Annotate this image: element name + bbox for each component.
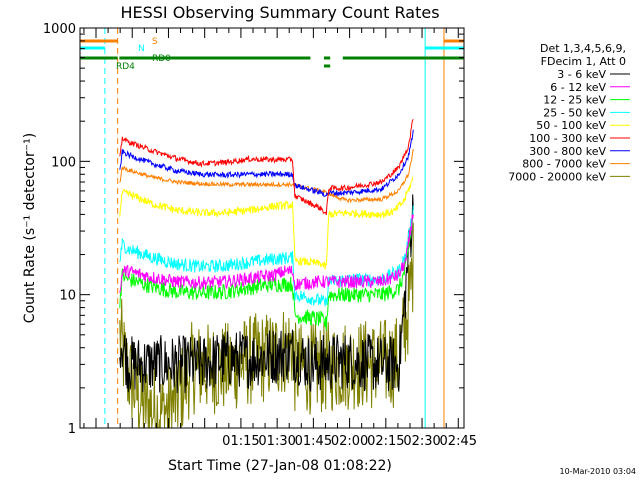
legend-entry-label: 800 - 7000 keV — [522, 158, 606, 171]
flag-label-s: S — [152, 37, 158, 47]
series-line-12-25kev — [119, 213, 414, 331]
y-tick-label: 10 — [59, 289, 76, 304]
y-axis-label: Count Rate (s⁻¹ detector⁻¹) — [22, 133, 38, 323]
x-tick-label: 02:30 — [403, 434, 440, 449]
series-line-800-7000kev — [119, 148, 414, 204]
flag-label-rd0: RD0 — [152, 54, 171, 64]
series-line-3-6kev — [119, 194, 414, 394]
x-axis-label: Start Time (27-Jan-08 01:08:22) — [168, 458, 392, 474]
legend-entry-label: 100 - 300 keV — [529, 132, 606, 145]
legend-entry-label: 6 - 12 keV — [550, 81, 606, 94]
flag-label-rd4: RD4 — [116, 62, 135, 72]
legend-entry-label: 25 - 50 keV — [543, 106, 606, 119]
x-tick-label: 02:00 — [331, 434, 368, 449]
legend: Det 1,3,4,5,6,9,FDecim 1, Att 03 - 6 keV… — [508, 42, 630, 183]
axes: 1 10 100 1000 01:1501:3001:4502:0002:1502:30… — [43, 22, 477, 449]
timestamp-footer: 10-Mar-2010 03:04 — [560, 467, 637, 476]
series-line-50-100kev — [119, 176, 414, 270]
y-tick-label: 1000 — [43, 22, 76, 37]
legend-header: Det 1,3,4,5,6,9, — [540, 42, 626, 55]
legend-entry-label: 7000 - 20000 keV — [508, 170, 606, 183]
x-tick-label: 02:45 — [440, 434, 477, 449]
legend-entry-label: 3 - 6 keV — [557, 68, 606, 81]
flag-label-n: N — [138, 44, 145, 54]
plot-frame — [79, 27, 465, 429]
series-line-300-800kev — [119, 129, 414, 197]
x-tick-label: 01:30 — [258, 434, 295, 449]
legend-entry-label: 300 - 800 keV — [529, 145, 606, 158]
legend-header: FDecim 1, Att 0 — [541, 55, 626, 68]
y-tick-label: 1 — [68, 422, 76, 437]
legend-entry-label: 50 - 100 keV — [536, 119, 606, 132]
legend-entry-label: 12 - 25 keV — [543, 94, 606, 107]
series-line-100-300kev — [119, 118, 414, 216]
x-tick-label: 01:15 — [222, 434, 259, 449]
x-tick-label: 02:15 — [367, 434, 404, 449]
y-tick-label: 100 — [51, 155, 76, 170]
chart-title: HESSI Observing Summary Count Rates — [120, 3, 439, 22]
x-tick-label: 01:45 — [295, 434, 332, 449]
series-line-6-12kev — [119, 214, 414, 293]
